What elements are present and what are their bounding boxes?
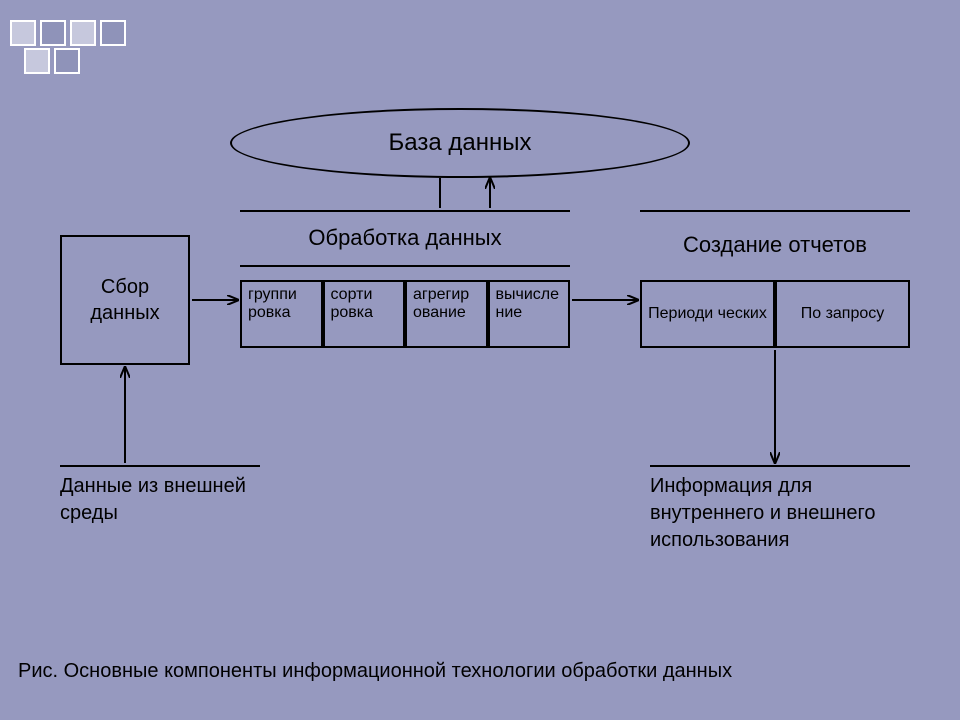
process-cell-2: агрегир ование [405, 280, 488, 348]
node-process-bottom-rule [240, 265, 570, 267]
process-cell-3: вычисле ние [488, 280, 571, 348]
node-info-output-label: Информация для внутреннего и внешнего ис… [650, 473, 910, 554]
node-external-data-label: Данные из внешней среды [60, 473, 260, 527]
node-process-label: Обработка данных [240, 210, 570, 265]
node-collect: Сбор данных [60, 235, 190, 365]
node-database-label: База данных [389, 129, 532, 157]
reports-cell-0: Периоди ческих [640, 280, 775, 348]
node-external-data-rule [60, 465, 260, 467]
diagram-canvas: База данных Сбор данных Обработка данных… [0, 0, 960, 720]
reports-cell-1: По запросу [775, 280, 910, 348]
figure-caption: Рис. Основные компоненты информационной … [18, 660, 938, 683]
node-process-cells: группи ровка сорти ровка агрегир ование … [240, 280, 570, 348]
node-info-output-rule [650, 465, 910, 467]
node-collect-label: Сбор данных [68, 274, 182, 326]
node-reports-cells: Периоди ческих По запросу [640, 280, 910, 348]
node-reports-label: Создание отчетов [640, 210, 910, 280]
process-cell-0: группи ровка [240, 280, 323, 348]
process-cell-1: сорти ровка [323, 280, 406, 348]
node-database: База данных [230, 108, 690, 178]
